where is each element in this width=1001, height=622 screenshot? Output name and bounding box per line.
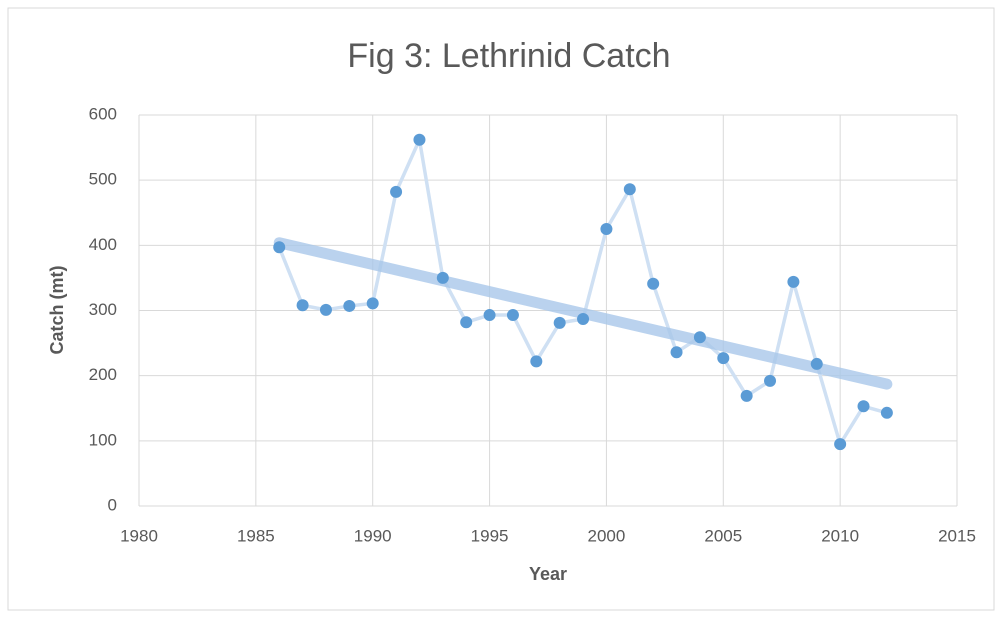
y-tick-label: 100 bbox=[89, 430, 117, 449]
data-point bbox=[717, 352, 730, 365]
data-point bbox=[366, 297, 379, 310]
data-point bbox=[506, 309, 519, 322]
data-point bbox=[810, 357, 823, 370]
y-tick-label: 500 bbox=[89, 170, 117, 189]
data-point bbox=[273, 241, 286, 254]
data-point bbox=[530, 355, 543, 368]
data-point bbox=[460, 316, 473, 329]
x-tick-label: 1995 bbox=[471, 526, 509, 545]
data-point bbox=[319, 303, 332, 316]
x-tick-label: 2015 bbox=[938, 526, 976, 545]
y-tick-label: 400 bbox=[89, 235, 117, 254]
x-tick-label: 1980 bbox=[120, 526, 158, 545]
data-point bbox=[857, 400, 870, 413]
x-tick-label: 1985 bbox=[237, 526, 275, 545]
data-point bbox=[413, 133, 426, 146]
data-point bbox=[390, 185, 403, 198]
y-tick-label: 300 bbox=[89, 300, 117, 319]
x-tick-label: 2010 bbox=[821, 526, 859, 545]
data-point bbox=[577, 312, 590, 325]
y-tick-label: 200 bbox=[89, 365, 117, 384]
data-point bbox=[623, 183, 636, 196]
data-point bbox=[764, 374, 777, 387]
x-tick-label: 2000 bbox=[588, 526, 626, 545]
y-tick-label: 0 bbox=[108, 495, 117, 514]
chart-frame bbox=[7, 7, 995, 611]
data-point bbox=[834, 438, 847, 451]
data-point bbox=[740, 389, 753, 402]
chart-title: Fig 3: Lethrinid Catch bbox=[347, 37, 670, 75]
data-point bbox=[600, 223, 613, 236]
y-tick-label: 600 bbox=[89, 104, 117, 123]
data-point bbox=[296, 299, 309, 312]
x-tick-label: 2005 bbox=[704, 526, 742, 545]
x-axis-label: Year bbox=[529, 564, 567, 584]
data-point bbox=[553, 316, 566, 329]
data-point bbox=[483, 309, 496, 322]
data-point bbox=[343, 299, 356, 312]
data-point bbox=[670, 346, 683, 359]
data-point bbox=[787, 275, 800, 288]
data-point bbox=[693, 331, 706, 344]
x-tick-label: 1990 bbox=[354, 526, 392, 545]
data-point bbox=[436, 271, 449, 284]
data-point bbox=[647, 277, 660, 290]
y-axis-label: Catch (mt) bbox=[47, 265, 67, 354]
data-point bbox=[880, 406, 893, 419]
